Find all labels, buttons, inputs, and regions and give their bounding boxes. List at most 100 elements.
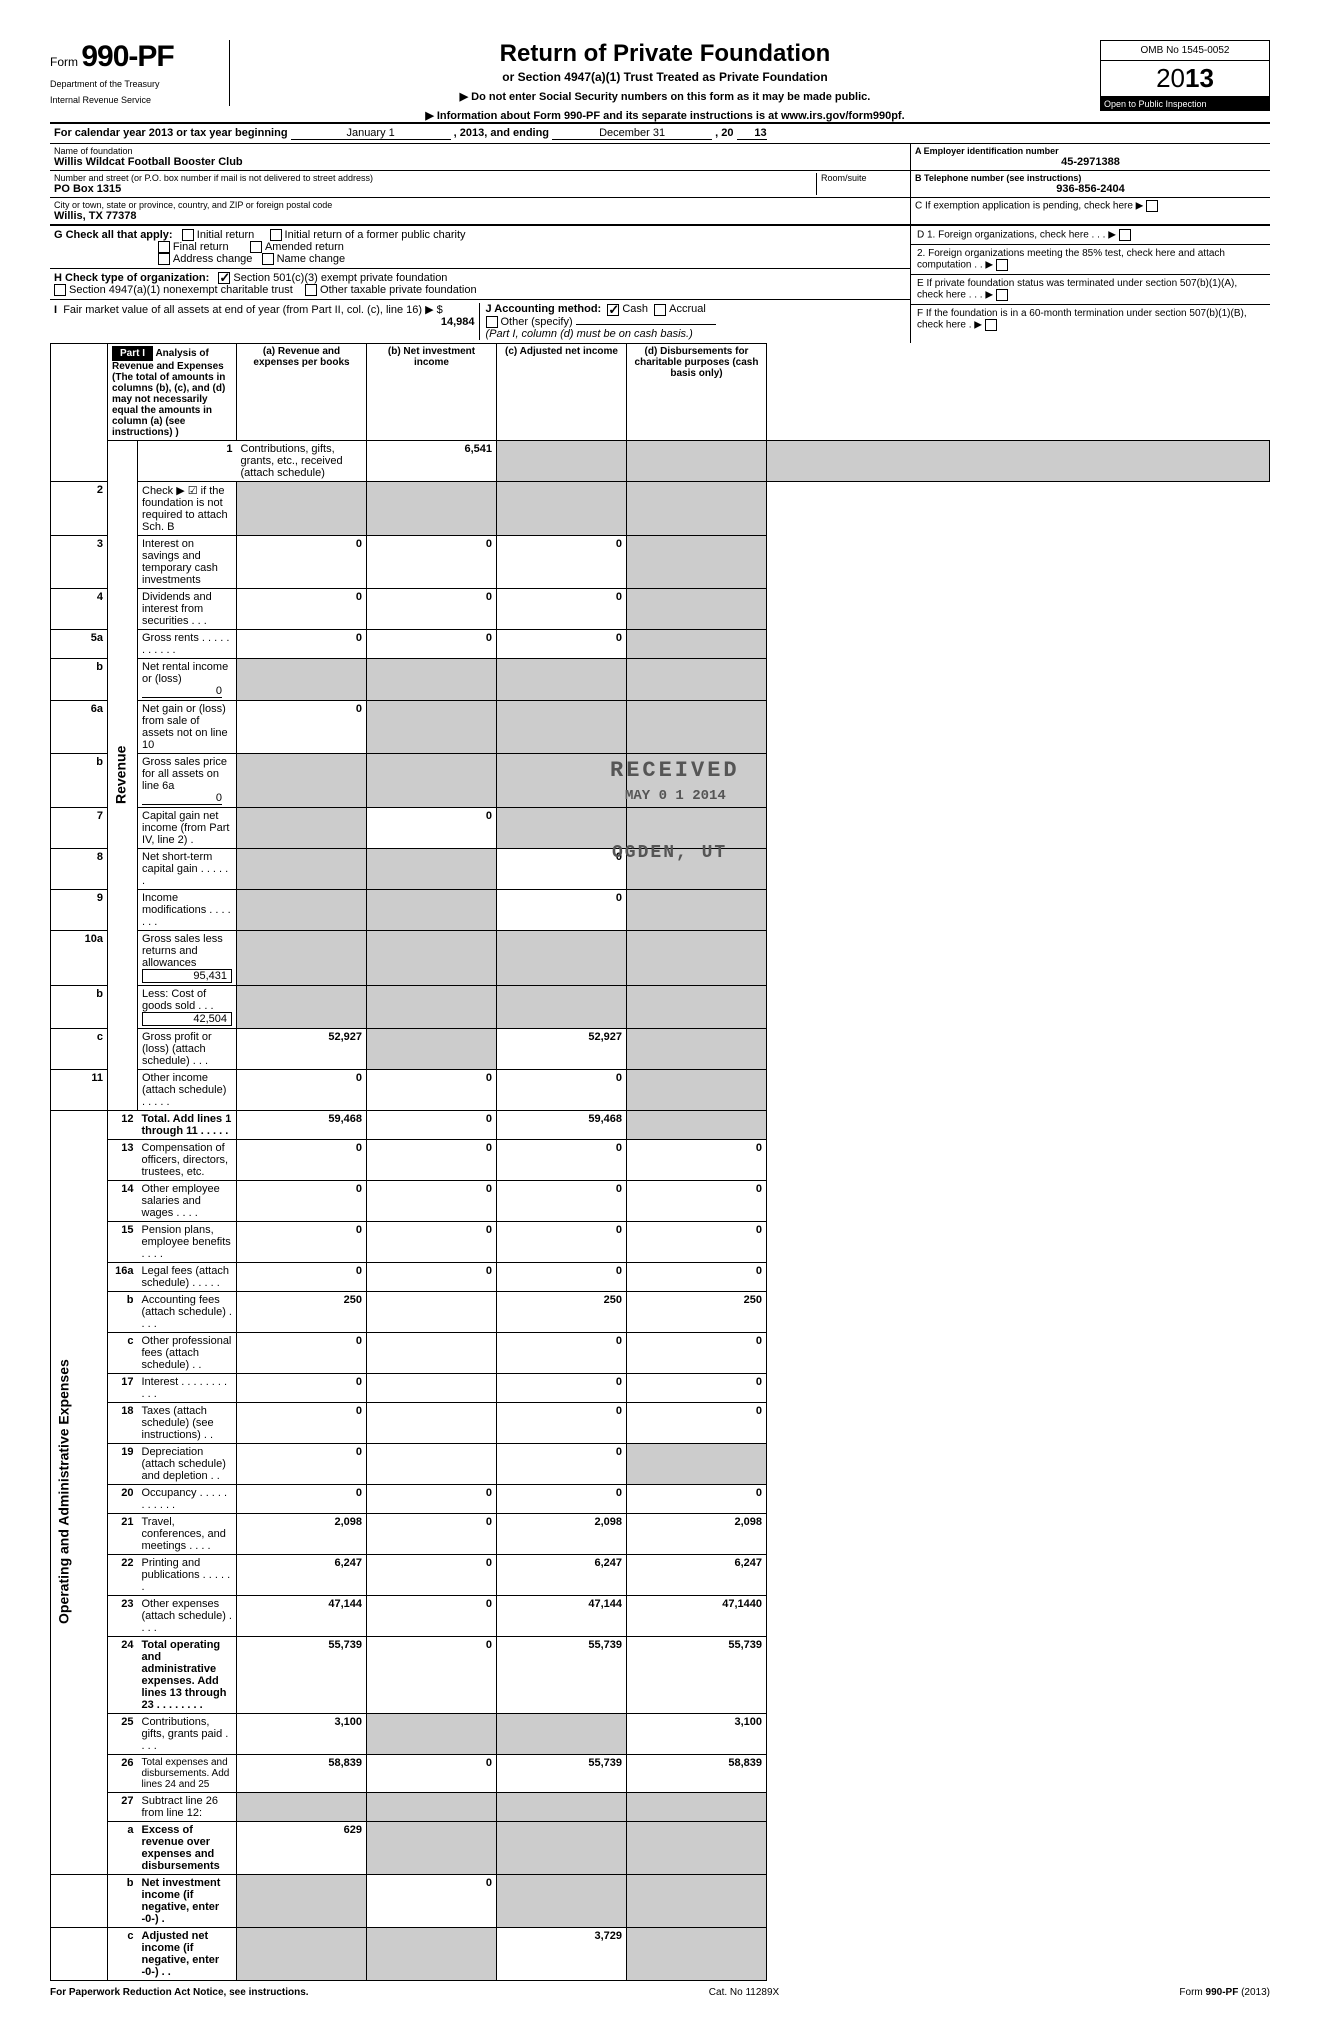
j-other-checkbox[interactable] [486, 316, 498, 328]
table-row: 27Subtract line 26 from line 12: [51, 1792, 1270, 1821]
table-row: 26Total expenses and disbursements. Add … [51, 1754, 1270, 1792]
g-final-checkbox[interactable] [158, 241, 170, 253]
table-row: 15Pension plans, employee benefits . . .… [51, 1221, 1270, 1262]
c-exemption-label: C If exemption application is pending, c… [915, 201, 1143, 212]
table-row: 24Total operating and administrative exp… [51, 1636, 1270, 1713]
table-row: cGross profit or (loss) (attach schedule… [51, 1028, 1270, 1069]
form-header: Form 990-PF Department of the Treasury I… [50, 40, 1270, 122]
f-checkbox[interactable] [985, 319, 997, 331]
col-c-header: (c) Adjusted net income [497, 343, 627, 440]
opex-side-label: Operating and Administrative Expenses [51, 1110, 108, 1874]
g-initial-former-checkbox[interactable] [270, 229, 282, 241]
public-inspection: Open to Public Inspection [1100, 97, 1270, 111]
name-label: Name of foundation [54, 146, 906, 156]
table-row: 4Dividends and interest from securities … [51, 588, 1270, 629]
footer-left: For Paperwork Reduction Act Notice, see … [50, 1987, 309, 1998]
line-i-j: I Fair market value of all assets at end… [50, 300, 910, 342]
dept-irs: Internal Revenue Service [50, 96, 221, 106]
part-i-label: Part I [112, 346, 153, 361]
table-row: Operating and Administrative Expenses 12… [51, 1110, 1270, 1139]
j-note: (Part I, column (d) must be on cash basi… [486, 328, 693, 340]
c-checkbox[interactable] [1146, 200, 1158, 212]
col-a-header: (a) Revenue and expenses per books [237, 343, 367, 440]
city-state-zip: Willis, TX 77378 [54, 210, 906, 222]
table-row: bNet rental income or (loss) 0 [51, 658, 1270, 700]
tel-label: B Telephone number (see instructions) [915, 173, 1266, 183]
table-row: 19Depreciation (attach schedule) and dep… [51, 1443, 1270, 1484]
table-row: 23Other expenses (attach schedule) . . .… [51, 1595, 1270, 1636]
part-i-container: RECEIVED MAY 0 1 2014 OGDEN, UT Part I A… [50, 343, 1270, 1981]
d1-foreign: D 1. Foreign organizations, check here .… [911, 226, 1270, 245]
table-row: 13Compensation of officers, directors, t… [51, 1139, 1270, 1180]
form-prefix: Form [50, 55, 78, 69]
d1-checkbox[interactable] [1119, 229, 1131, 241]
table-row: 5aGross rents . . . . . . . . . . . 000 [51, 629, 1270, 658]
room-label: Room/suite [821, 173, 906, 183]
col-d-header: (d) Disbursements for charitable purpose… [627, 343, 767, 440]
g-namechange-checkbox[interactable] [262, 253, 274, 265]
table-row: 9Income modifications . . . . . . . 0 [51, 889, 1270, 930]
table-row: 10aGross sales less returns and allowanc… [51, 930, 1270, 985]
form-title: Return of Private Foundation [242, 40, 1088, 68]
line-h: H Check type of organization: Section 50… [50, 269, 910, 300]
form-note-info: ▶ Information about Form 990-PF and its … [242, 109, 1088, 122]
table-row: 16aLegal fees (attach schedule) . . . . … [51, 1262, 1270, 1291]
footer-right: Form 990-PF (2013) [1179, 1987, 1270, 1998]
table-row: 22Printing and publications . . . . . . … [51, 1554, 1270, 1595]
g-initial-checkbox[interactable] [182, 229, 194, 241]
j-accrual-checkbox[interactable] [654, 304, 666, 316]
table-row: cOther professional fees (attach schedul… [51, 1332, 1270, 1373]
h-501c3-checkbox[interactable] [218, 272, 230, 284]
ein-label: A Employer identification number [915, 146, 1266, 156]
table-row: 11Other income (attach schedule) . . . .… [51, 1069, 1270, 1110]
table-row: aExcess of revenue over expenses and dis… [51, 1821, 1270, 1874]
table-row: Revenue 1Contributions, gifts, grants, e… [51, 440, 1270, 481]
part-i-heading: Analysis of Revenue and Expenses (The to… [112, 348, 225, 438]
table-row: 17Interest . . . . . . . . . . . 000 [51, 1373, 1270, 1402]
col-b-header: (b) Net investment income [367, 343, 497, 440]
f-60month: F If the foundation is in a 60-month ter… [911, 305, 1270, 334]
foundation-name: Willis Wildcat Football Booster Club [54, 156, 906, 168]
part-i-table: Part I Analysis of Revenue and Expenses … [50, 343, 1270, 1981]
table-row: 3Interest on savings and temporary cash … [51, 535, 1270, 588]
section-g-to-f: G Check all that apply: Initial return I… [50, 225, 1270, 343]
form-number: 990-PF [81, 40, 173, 73]
table-row: cAdjusted net income (if negative, enter… [51, 1927, 1270, 1980]
line-g: G Check all that apply: Initial return I… [50, 226, 910, 269]
footer-mid: Cat. No 11289X [709, 1987, 779, 1998]
e-checkbox[interactable] [996, 289, 1008, 301]
table-row: 20Occupancy . . . . . . . . . . . 0000 [51, 1484, 1270, 1513]
table-row: 2Check ▶ ☑ if the foundation is not requ… [51, 481, 1270, 535]
fmv-value: 14,984 [54, 316, 475, 328]
omb-number: OMB No 1545-0052 [1100, 40, 1270, 61]
g-addrchange-checkbox[interactable] [158, 253, 170, 265]
form-note-ssn: ▶ Do not enter Social Security numbers o… [242, 90, 1088, 103]
table-row: bLess: Cost of goods sold . . . 42,504 [51, 985, 1270, 1028]
table-row: bAccounting fees (attach schedule) . . .… [51, 1291, 1270, 1332]
table-row: 21Travel, conferences, and meetings . . … [51, 1513, 1270, 1554]
calendar-year-line: For calendar year 2013 or tax year begin… [50, 124, 1270, 144]
tax-year: 2013 [1100, 61, 1270, 97]
table-row: 6aNet gain or (loss) from sale of assets… [51, 700, 1270, 753]
form-subtitle: or Section 4947(a)(1) Trust Treated as P… [242, 70, 1088, 84]
street-address: PO Box 1315 [54, 183, 816, 195]
ogden-stamp: OGDEN, UT [612, 843, 727, 863]
identity-block: Name of foundation Willis Wildcat Footba… [50, 144, 1270, 225]
addr-label: Number and street (or P.O. box number if… [54, 173, 816, 183]
city-label: City or town, state or province, country… [54, 200, 906, 210]
h-other-checkbox[interactable] [305, 284, 317, 296]
date-stamp: MAY 0 1 2014 [625, 788, 726, 804]
received-stamp: RECEIVED [610, 758, 740, 783]
d2-checkbox[interactable] [996, 259, 1008, 271]
table-row: 14Other employee salaries and wages . . … [51, 1180, 1270, 1221]
g-amended-checkbox[interactable] [250, 241, 262, 253]
revenue-side-label: Revenue [108, 440, 138, 1110]
tel-value: 936-856-2404 [915, 183, 1266, 195]
d2-85pct: 2. Foreign organizations meeting the 85%… [911, 245, 1270, 275]
e-terminated: E If private foundation status was termi… [911, 275, 1270, 305]
h-4947-checkbox[interactable] [54, 284, 66, 296]
page-footer: For Paperwork Reduction Act Notice, see … [50, 1987, 1270, 1998]
table-row: bNet investment income (if negative, ent… [51, 1874, 1270, 1927]
j-cash-checkbox[interactable] [607, 304, 619, 316]
dept-treasury: Department of the Treasury [50, 80, 221, 90]
